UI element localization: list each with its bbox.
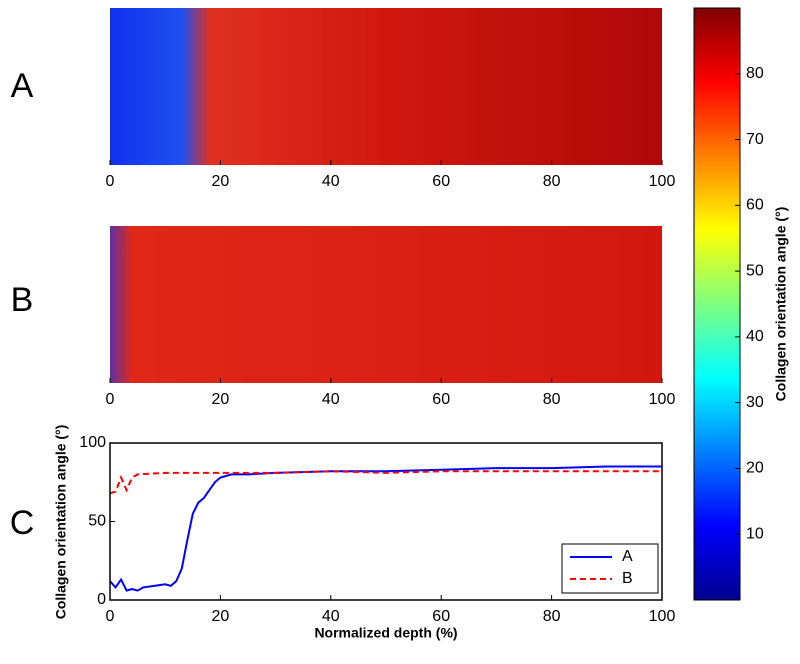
x-tick-label: 20 (212, 391, 230, 408)
legend-box (561, 543, 659, 594)
x-tick-label: 0 (106, 173, 115, 190)
heatmap-image (110, 226, 662, 383)
x-tick-label: 40 (322, 391, 340, 408)
x-tick-label: 20 (212, 173, 230, 190)
x-tick-label: 40 (322, 173, 340, 190)
y-tick-label: 100 (79, 434, 106, 451)
y-axis-label: Collagen orientation angle (°) (53, 425, 69, 620)
x-tick-label: 80 (543, 391, 561, 408)
x-axis-label: Normalized depth (%) (314, 625, 457, 641)
x-tick-label: 60 (432, 173, 450, 190)
x-tick-label: 80 (543, 608, 561, 625)
y-tick-label: 30 (746, 394, 764, 411)
x-tick-label: 100 (649, 391, 676, 408)
x-tick-label: 0 (106, 391, 115, 408)
x-tick-label: 80 (543, 173, 561, 190)
x-tick-label: 60 (432, 391, 450, 408)
y-tick-label: 20 (746, 460, 764, 477)
y-tick-label: 70 (746, 131, 764, 148)
heatmap-image (110, 8, 662, 165)
y-tick-label: 50 (746, 262, 764, 279)
x-tick-label: 0 (106, 608, 115, 625)
legend-label: B (622, 570, 633, 587)
x-tick-label: 100 (649, 173, 676, 190)
panel-label: A (11, 67, 34, 105)
legend-label: A (622, 548, 633, 565)
plot-frame (109, 442, 663, 601)
x-tick-label: 40 (322, 608, 340, 625)
y-tick-label: 0 (97, 591, 106, 608)
y-tick-label: 40 (746, 328, 764, 345)
panel-label: B (11, 281, 34, 319)
x-tick-label: 60 (432, 608, 450, 625)
x-tick-label: 100 (649, 608, 676, 625)
y-tick-label: 60 (746, 197, 764, 214)
y-tick-label: 80 (746, 65, 764, 82)
x-tick-label: 20 (212, 608, 230, 625)
line-series (109, 465, 662, 592)
y-tick-label: 50 (88, 513, 106, 530)
colorbar-label: Collagen orientation angle (°) (773, 207, 789, 402)
line-series (109, 470, 662, 495)
colorbar (693, 7, 741, 601)
y-tick-label: 10 (746, 525, 764, 542)
panel-label: C (10, 504, 35, 542)
